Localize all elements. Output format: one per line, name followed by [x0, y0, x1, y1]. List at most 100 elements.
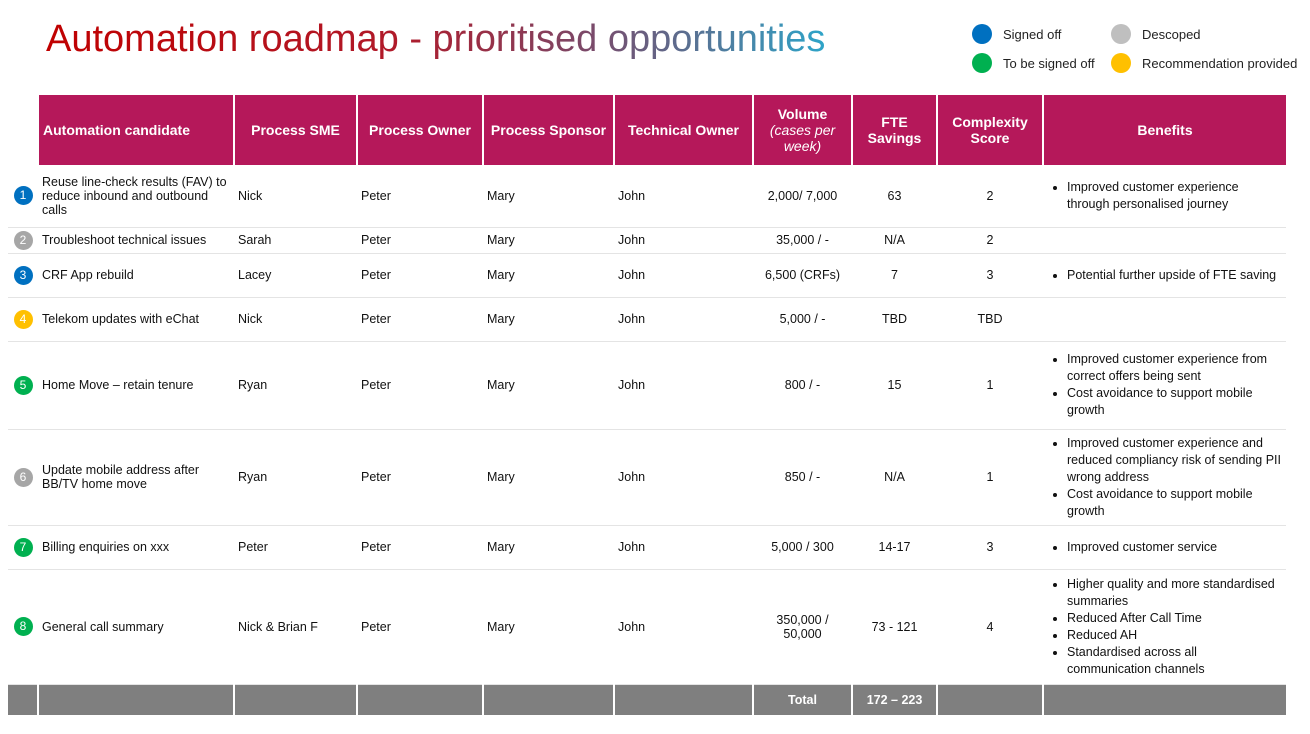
tech-cell: John — [614, 253, 753, 298]
candidate-cell: Reuse line-check results (FAV) to reduce… — [38, 165, 234, 228]
candidate-cell: Troubleshoot technical issues — [38, 227, 234, 254]
tech-cell: John — [614, 569, 753, 685]
sme-cell: Nick & Brian F — [234, 569, 357, 685]
status-badge: 3 — [13, 265, 33, 285]
complexity-cell: 2 — [937, 227, 1043, 254]
benefit-item: Improved customer experience through per… — [1067, 179, 1282, 213]
status-badge: 8 — [13, 617, 33, 636]
volume-cell: 350,000 / 50,000 — [753, 569, 852, 685]
benefit-item: Improved customer experience and reduced… — [1067, 435, 1282, 486]
fte-cell: N/A — [852, 227, 937, 254]
owner-cell: Peter — [357, 525, 483, 570]
sme-cell: Peter — [234, 525, 357, 570]
benefits-cell — [1043, 297, 1286, 342]
volume-cell: 800 / - — [753, 341, 852, 430]
blue-dot-icon — [972, 24, 992, 44]
roadmap-table: Automation candidate Process SME Process… — [8, 95, 1286, 715]
tech-cell: John — [614, 165, 753, 228]
sme-cell: Sarah — [234, 227, 357, 254]
owner-cell: Peter — [357, 341, 483, 430]
legend-descoped: Descoped — [1111, 24, 1201, 44]
complexity-cell: 3 — [937, 253, 1043, 298]
tech-cell: John — [614, 525, 753, 570]
candidate-cell: Billing enquiries on xxx — [38, 525, 234, 570]
sme-cell: Ryan — [234, 341, 357, 430]
sponsor-cell: Mary — [483, 341, 614, 430]
header-tech: Technical Owner — [613, 95, 753, 165]
candidate-cell: Telekom updates with eChat — [38, 297, 234, 342]
header-row: Automation candidate Process SME Process… — [8, 95, 1286, 165]
owner-cell: Peter — [357, 253, 483, 298]
candidate-cell: CRF App rebuild — [38, 253, 234, 298]
sme-cell: Nick — [234, 297, 357, 342]
legend-label: Descoped — [1142, 26, 1201, 42]
table-row: 4 Telekom updates with eChat Nick Peter … — [8, 297, 1286, 342]
sponsor-cell: Mary — [483, 429, 614, 526]
legend-label: Signed off — [1003, 26, 1062, 42]
fte-cell: N/A — [852, 429, 937, 526]
complexity-cell: 3 — [937, 525, 1043, 570]
volume-cell: 5,000 / - — [753, 297, 852, 342]
candidate-cell: Home Move – retain tenure — [38, 341, 234, 430]
owner-cell: Peter — [357, 569, 483, 685]
header-candidate: Automation candidate — [37, 95, 234, 165]
candidate-cell: General call summary — [38, 569, 234, 685]
benefits-cell: Improved customer experience from correc… — [1043, 341, 1286, 430]
owner-cell: Peter — [357, 227, 483, 254]
header-owner: Process Owner — [356, 95, 483, 165]
grey-dot-icon — [1111, 24, 1131, 44]
volume-cell: 6,500 (CRFs) — [753, 253, 852, 298]
sponsor-cell: Mary — [483, 525, 614, 570]
total-row: Total 172 – 223 — [8, 684, 1286, 715]
header-blank — [8, 95, 38, 165]
status-badge: 4 — [13, 309, 33, 329]
benefit-item: Higher quality and more standardised sum… — [1067, 576, 1282, 610]
benefit-item: Improved customer service — [1067, 539, 1282, 556]
table-row: 7 Billing enquiries on xxx Peter Peter M… — [8, 525, 1286, 570]
owner-cell: Peter — [357, 429, 483, 526]
yellow-dot-icon — [1111, 53, 1131, 73]
table-row: 2 Troubleshoot technical issues Sarah Pe… — [8, 227, 1286, 254]
table-row: 6 Update mobile address after BB/TV home… — [8, 429, 1286, 526]
table-row: 1 Reuse line-check results (FAV) to redu… — [8, 165, 1286, 228]
table-row: 8 General call summary Nick & Brian F Pe… — [8, 569, 1286, 685]
legend-label: To be signed off — [1003, 55, 1095, 71]
tech-cell: John — [614, 227, 753, 254]
header-sme: Process SME — [233, 95, 357, 165]
volume-sub: (cases per week) — [769, 122, 836, 154]
tech-cell: John — [614, 429, 753, 526]
volume-label: Volume — [777, 106, 828, 122]
page-title: Automation roadmap - prioritised opportu… — [46, 18, 826, 60]
sponsor-cell: Mary — [483, 297, 614, 342]
volume-cell: 35,000 / - — [753, 227, 852, 254]
header-sponsor: Process Sponsor — [482, 95, 614, 165]
fte-cell: 7 — [852, 253, 937, 298]
legend-label: Recommendation provided — [1142, 55, 1298, 71]
sme-cell: Ryan — [234, 429, 357, 526]
complexity-cell: 2 — [937, 165, 1043, 228]
legend-recommendation: Recommendation provided — [1111, 53, 1297, 73]
status-badge: 1 — [13, 186, 33, 206]
owner-cell: Peter — [357, 297, 483, 342]
header-complexity: Complexity Score — [936, 95, 1043, 165]
legend-signed-off: Signed off — [972, 24, 1061, 44]
fte-cell: TBD — [852, 297, 937, 342]
complexity-cell: 1 — [937, 341, 1043, 430]
benefits-cell: Improved customer experience and reduced… — [1043, 429, 1286, 526]
benefit-item: Cost avoidance to support mobile growth — [1067, 385, 1282, 419]
fte-cell: 63 — [852, 165, 937, 228]
header-benefits: Benefits — [1042, 95, 1286, 165]
status-badge: 7 — [13, 537, 33, 557]
sponsor-cell: Mary — [483, 253, 614, 298]
complexity-cell: 1 — [937, 429, 1043, 526]
benefits-cell: Improved customer service — [1043, 525, 1286, 570]
candidate-cell: Update mobile address after BB/TV home m… — [38, 429, 234, 526]
fte-cell: 73 - 121 — [852, 569, 937, 685]
header-volume: Volume (cases per week) — [752, 95, 852, 165]
benefits-cell: Higher quality and more standardised sum… — [1043, 569, 1286, 685]
fte-cell: 15 — [852, 341, 937, 430]
volume-cell: 5,000 / 300 — [753, 525, 852, 570]
owner-cell: Peter — [357, 165, 483, 228]
benefit-item: Standardised across all communication ch… — [1067, 644, 1282, 678]
sme-cell: Nick — [234, 165, 357, 228]
